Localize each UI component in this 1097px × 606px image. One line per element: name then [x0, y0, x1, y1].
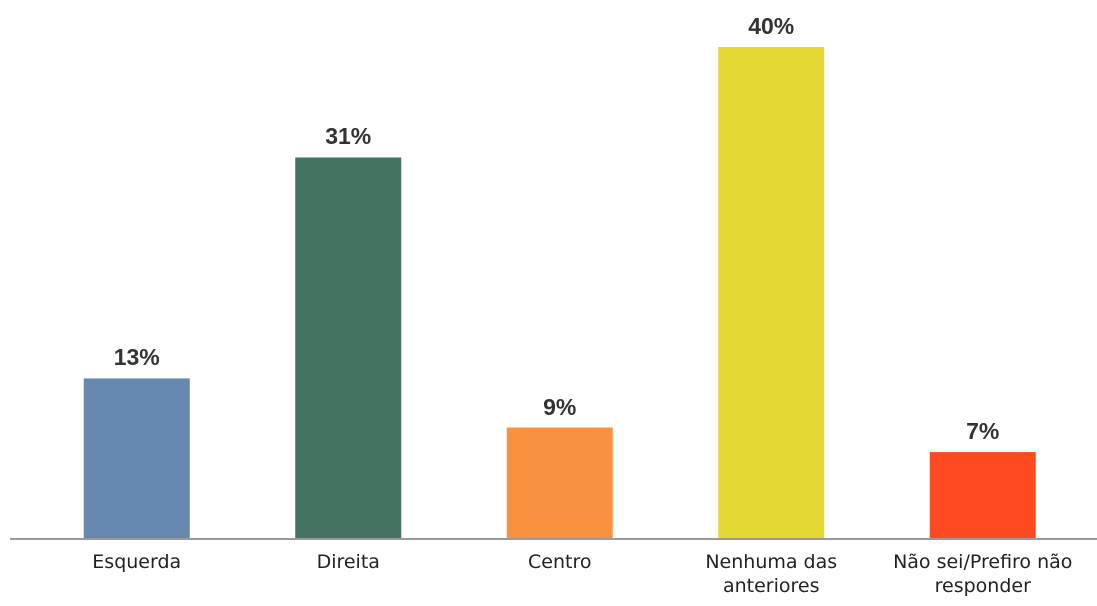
- bar: [83, 378, 190, 538]
- bar: [295, 157, 402, 538]
- x-tick-label: Esquerda: [92, 551, 182, 573]
- bar: [718, 47, 825, 538]
- value-label: 31%: [325, 123, 372, 150]
- x-tick-label: Nenhuma das anteriores: [705, 551, 838, 597]
- value-label: 13%: [113, 344, 160, 371]
- value-label: 40%: [748, 13, 795, 39]
- x-tick-label: Centro: [528, 551, 592, 573]
- value-label: 7%: [966, 418, 1000, 445]
- value-label: 9%: [543, 393, 577, 420]
- x-tick-label: Direita: [316, 551, 380, 573]
- bar: [929, 452, 1036, 538]
- x-tick-label: Não sei/Prefiro não responder: [893, 551, 1073, 597]
- bar: [506, 427, 613, 538]
